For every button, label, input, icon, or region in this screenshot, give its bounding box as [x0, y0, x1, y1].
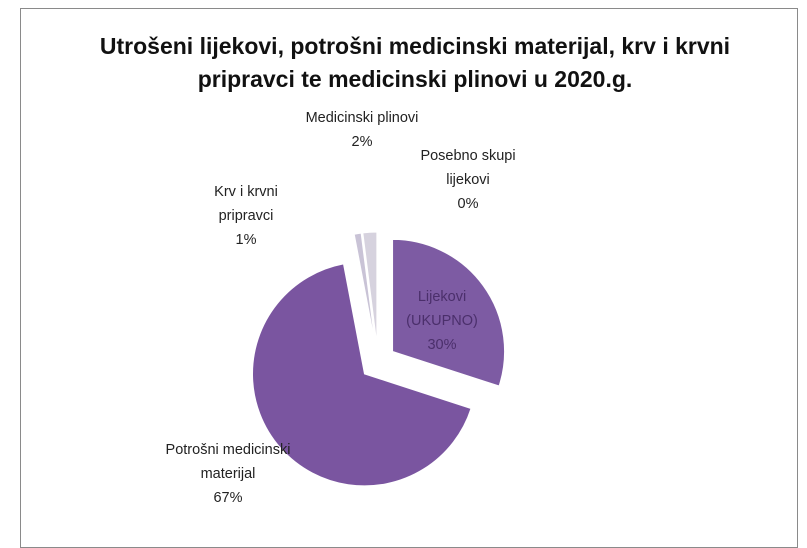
category-name: Lijekovi (UKUPNO) — [406, 289, 478, 329]
slice-label: Medicinski plinovi 2% — [282, 106, 442, 154]
category-name: Medicinski plinovi — [305, 110, 419, 126]
value-label: 0% — [457, 196, 479, 212]
pie-slice — [252, 263, 472, 487]
pie-slice — [392, 238, 506, 387]
slice-label: Krv i krvni pripravci 1% — [191, 180, 301, 252]
value-label: 2% — [351, 134, 373, 150]
pie-slice — [362, 231, 378, 345]
pie-chart — [252, 231, 506, 487]
pie-slice — [353, 232, 376, 345]
slice-label: Posebno skupi lijekovi 0% — [398, 144, 538, 216]
category-name: Posebno skupi lijekovi — [420, 148, 516, 188]
value-label: 30% — [427, 337, 457, 353]
chart-title: Utrošeni lijekovi, potrošni medicinski m… — [99, 33, 731, 92]
category-name: Krv i krvni pripravci — [214, 184, 278, 224]
slice-label: Potrošni medicinski materijal 67% — [163, 438, 293, 510]
slice-label: Lijekovi (UKUPNO) 30% — [387, 285, 497, 357]
category-name: Potrošni medicinski materijal — [165, 442, 291, 482]
value-label: 1% — [235, 232, 257, 248]
value-label: 67% — [213, 490, 243, 506]
